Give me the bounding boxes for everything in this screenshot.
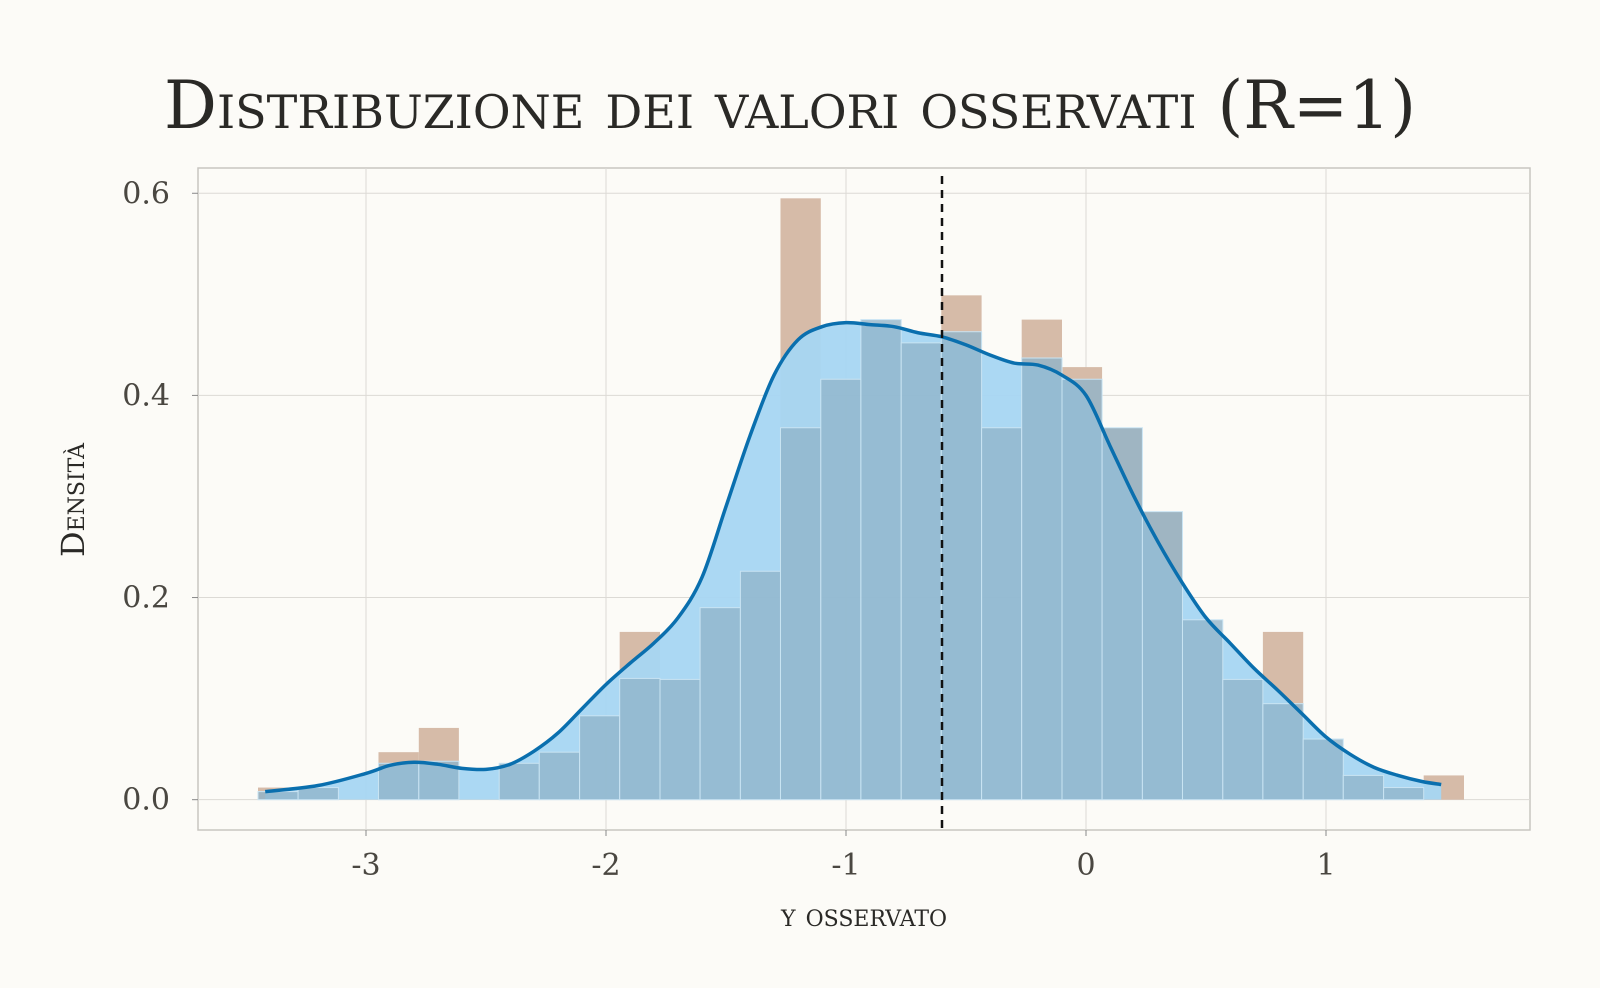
replicated-bar-15	[860, 319, 902, 801]
chart-title: Distribuzione dei valori osservati (R=1)	[164, 67, 1416, 144]
x-axis-title: y osservato	[780, 896, 947, 934]
replicated-bar-21	[1101, 427, 1143, 801]
y-tick-label-2: 0.4	[122, 378, 170, 413]
y-tick-label-1: 0.2	[122, 581, 170, 616]
y-axis-title: Densità	[54, 442, 92, 557]
x-tick-label-3: 0	[1076, 848, 1095, 883]
x-tick-label-1: -2	[591, 848, 620, 883]
y-tick-label-0: 0.0	[122, 783, 170, 818]
y-axis-ticks: 0.0 0.2 0.4 0.6	[122, 176, 198, 818]
replicated-bar-7	[538, 751, 581, 801]
x-tick-label-0: -3	[351, 848, 380, 883]
replicated-bar-18	[981, 427, 1023, 801]
replicated-bar-14	[820, 378, 862, 801]
replicated-bar-17	[940, 331, 983, 801]
x-axis-ticks: -3 -2 -1 0 1	[351, 830, 1336, 883]
replicated-bar-3	[377, 762, 420, 801]
replicated-bar-8	[579, 715, 621, 801]
x-tick-label-2: -1	[831, 848, 860, 883]
replicated-bar-10	[659, 678, 701, 801]
replicated-bar-22	[1141, 511, 1183, 801]
replicated-bar-12	[739, 570, 781, 801]
replicated-bar-28	[1383, 787, 1425, 801]
replicated-bars	[257, 319, 1425, 801]
replicated-bar-25	[1262, 703, 1304, 801]
replicated-bar-23	[1181, 619, 1224, 801]
y-tick-label-3: 0.6	[122, 176, 170, 211]
replicated-bar-24	[1222, 678, 1264, 801]
replicated-bar-1	[297, 787, 339, 801]
x-tick-label-4: 1	[1316, 848, 1335, 883]
density-curve	[265, 320, 1442, 794]
replicated-bar-27	[1342, 774, 1385, 801]
replicated-bar-16	[900, 342, 942, 801]
replicated-bar-13	[779, 427, 822, 801]
replicated-bar-6	[498, 762, 540, 801]
replicated-bar-26	[1302, 738, 1344, 801]
replicated-bar-20	[1061, 378, 1103, 801]
replicated-bar-9	[619, 677, 661, 801]
replicated-bar-0	[257, 791, 299, 801]
replicated-bar-19	[1021, 357, 1063, 801]
replicated-bar-11	[699, 607, 741, 801]
